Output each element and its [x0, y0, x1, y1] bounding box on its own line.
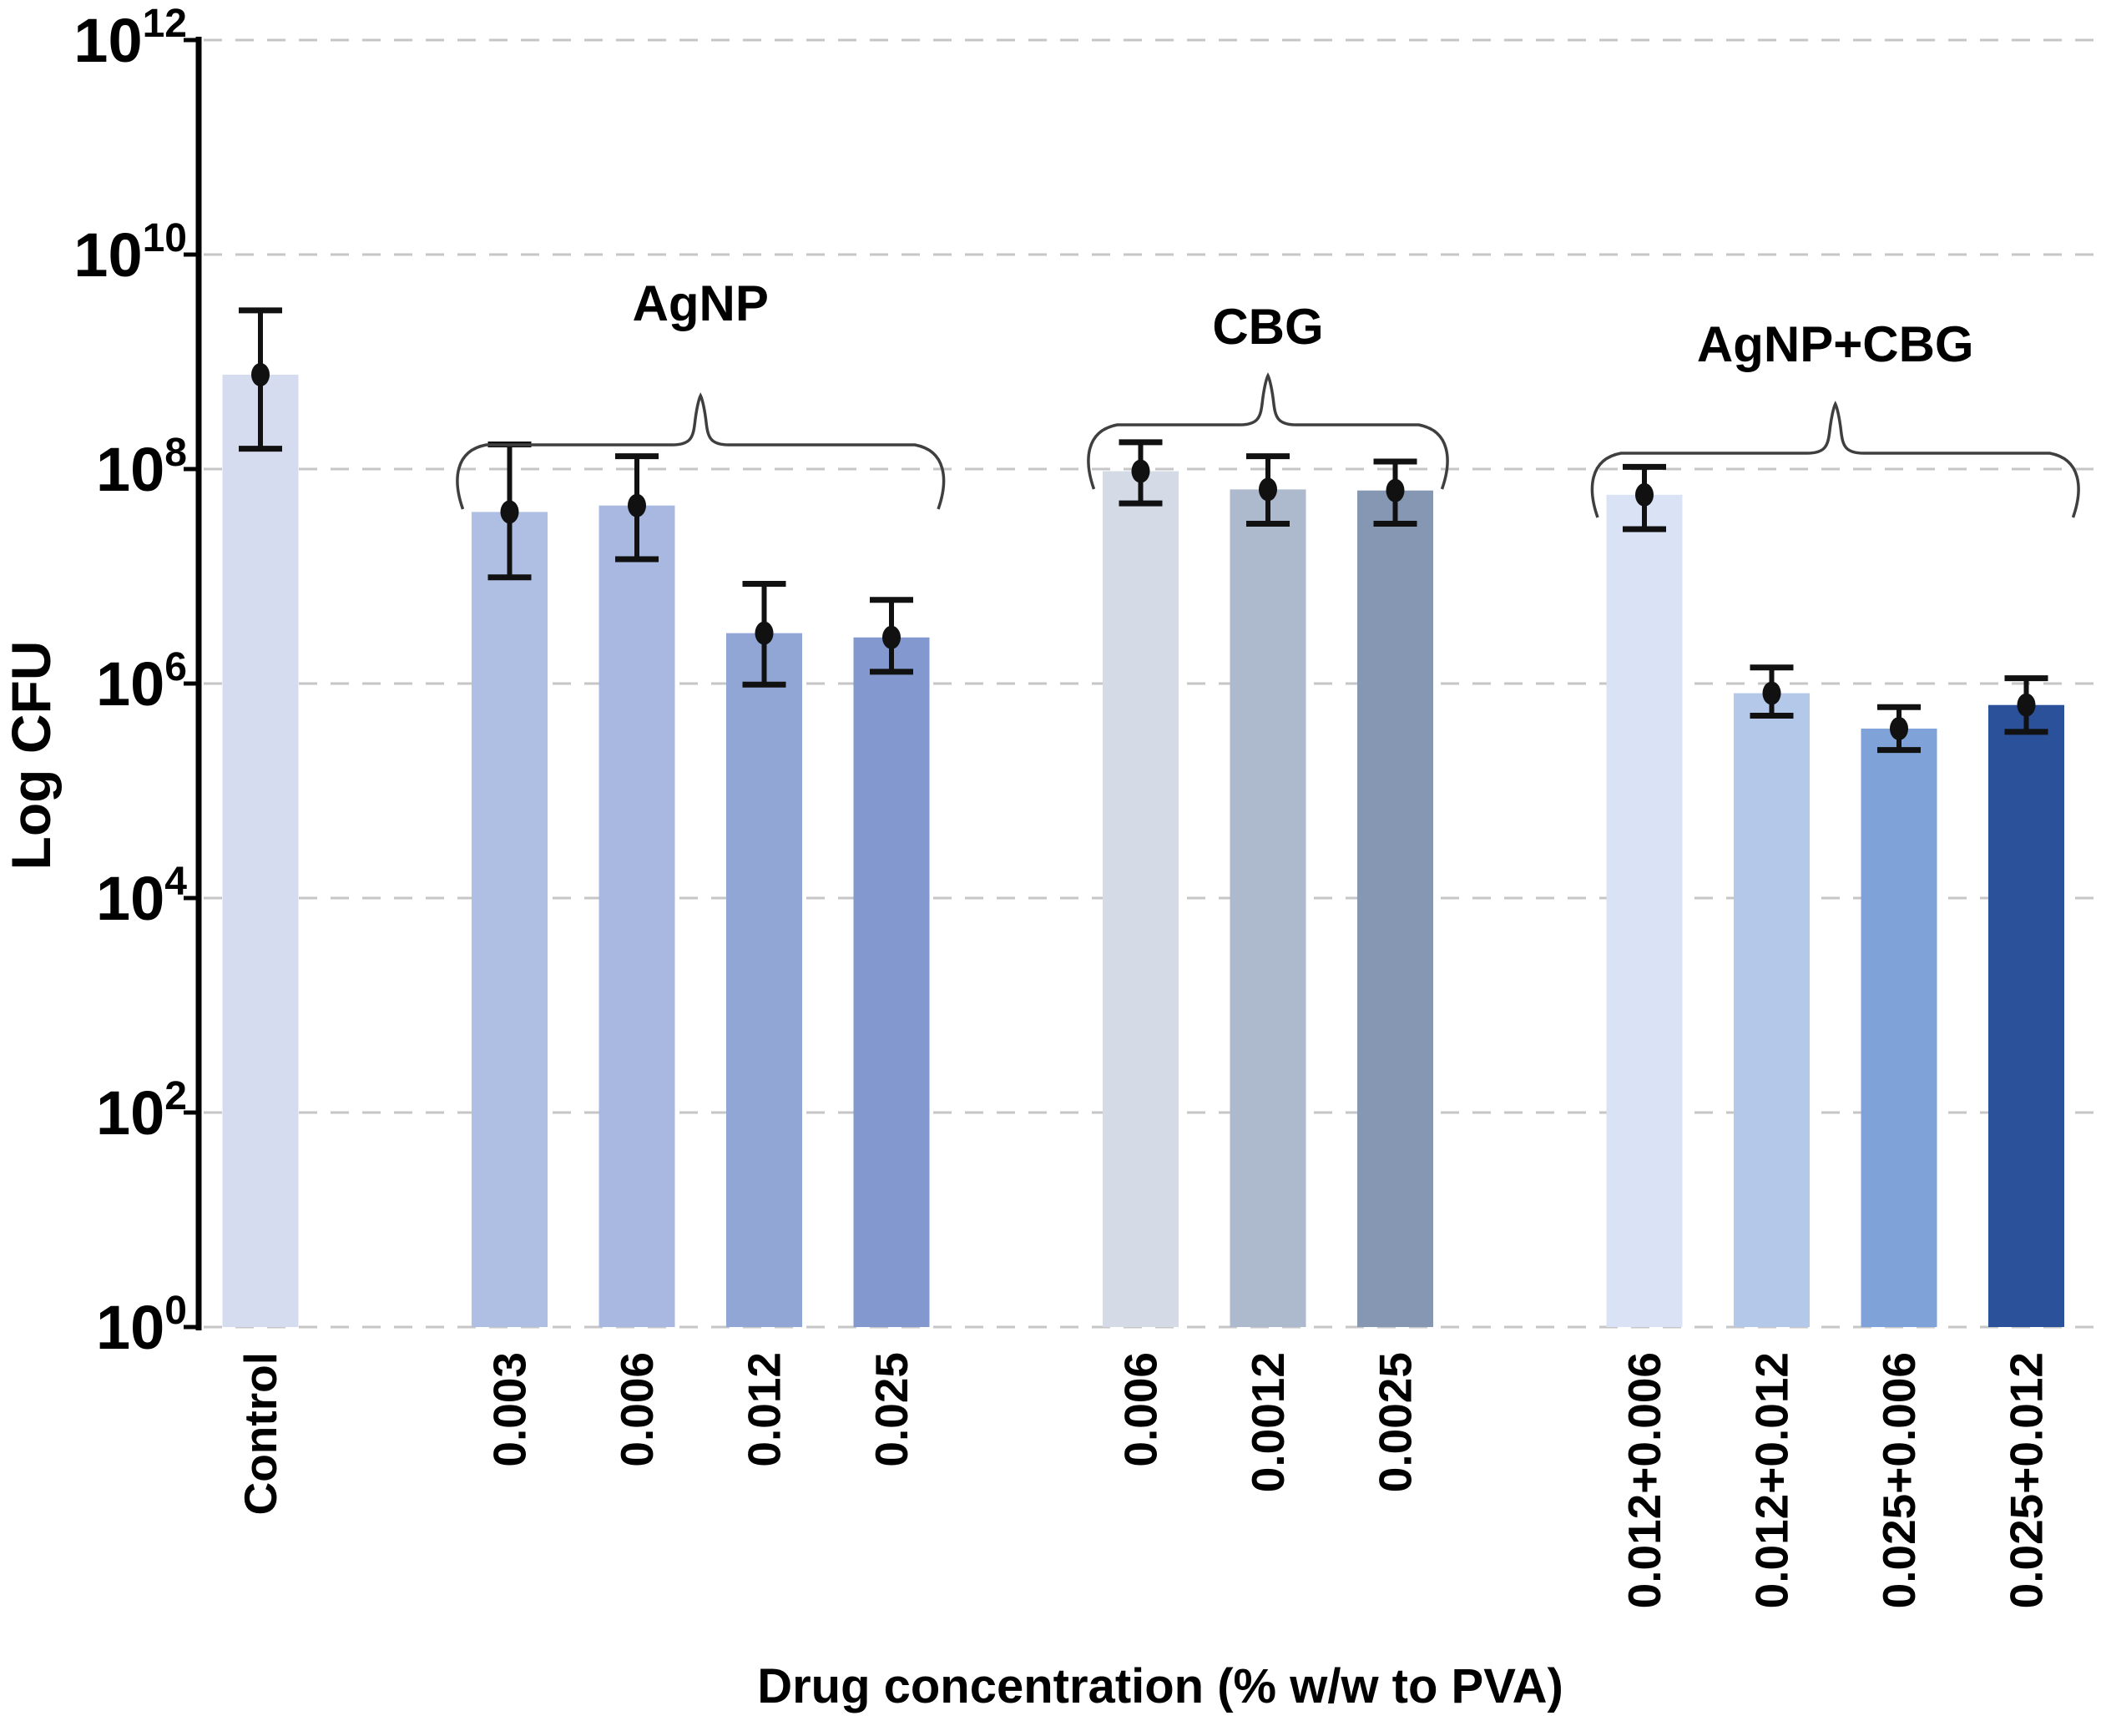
x-tick-label-0.0012: 0.0012	[1242, 1352, 1294, 1492]
y-tick-label-1e2: 102	[96, 1074, 187, 1148]
error-bars	[239, 307, 2048, 754]
x-tick-label-0.025+0.012: 0.025+0.012	[2001, 1352, 2053, 1608]
bar-0.003	[472, 512, 548, 1327]
x-tick-label-0.006: 0.006	[1115, 1352, 1167, 1467]
mean-marker-Control	[251, 362, 270, 386]
mean-marker-0.0025	[1386, 478, 1405, 502]
y-tick-labels: 100 102 104 106 108 1010 1012	[73, 2, 187, 1362]
group-label-AgNP: AgNP	[633, 275, 769, 331]
mean-marker-0.0012	[1259, 477, 1277, 502]
mean-marker-0.025	[882, 625, 901, 649]
mean-marker-0.025+0.012	[2017, 693, 2036, 717]
y-tick-label-1e12: 1012	[73, 2, 187, 75]
x-tick-label-Control: Control	[235, 1352, 286, 1516]
bar-0.012	[726, 633, 802, 1327]
group-label-AgNP+CBG: AgNP+CBG	[1697, 316, 1974, 372]
mean-marker-0.012+0.012	[1762, 681, 1781, 705]
bar-Control	[222, 374, 299, 1327]
y-axis-title: Log CFU	[0, 641, 62, 871]
x-tick-label-0.025: 0.025	[866, 1352, 917, 1467]
bar-0.012+0.006	[1606, 494, 1683, 1327]
brace-AgNP	[456, 392, 946, 510]
bars	[222, 374, 2064, 1327]
bar-0.0025	[1357, 490, 1433, 1327]
x-tick-label-0.012: 0.012	[739, 1352, 790, 1467]
mean-marker-0.012	[755, 621, 774, 645]
group-braces	[456, 372, 2080, 518]
x-tick-label-0.003: 0.003	[484, 1352, 536, 1467]
brace-CBG	[1087, 372, 1449, 490]
bar-0.0012	[1230, 489, 1306, 1327]
bar-0.012+0.012	[1734, 693, 1810, 1327]
y-tick-label-1e8: 108	[96, 431, 187, 504]
bar-0.025	[853, 637, 930, 1327]
x-tick-label-0.025+0.006: 0.025+0.006	[1873, 1352, 1925, 1608]
x-tick-label-0.006: 0.006	[611, 1352, 663, 1467]
bar-0.006	[598, 505, 675, 1327]
bar-0.025+0.012	[1988, 704, 2064, 1327]
group-label-CBG: CBG	[1212, 299, 1323, 355]
y-axis	[184, 37, 202, 1330]
group-labels: AgNP CBG AgNP+CBG	[633, 275, 1974, 372]
brace-AgNP+CBG	[1590, 401, 2080, 518]
bar-0.006	[1103, 471, 1179, 1327]
mean-marker-0.006	[628, 493, 646, 517]
mean-marker-0.012+0.006	[1635, 482, 1654, 507]
x-tick-label-0.0025: 0.0025	[1370, 1352, 1422, 1492]
x-axis-title: Drug concentration (% w/w to PVA)	[757, 1659, 1563, 1713]
mean-marker-0.025+0.006	[1890, 716, 1908, 740]
y-tick-label-1e10: 1010	[73, 216, 187, 290]
x-tick-label-0.012+0.006: 0.012+0.006	[1619, 1352, 1670, 1608]
bar-0.025+0.006	[1861, 728, 1937, 1327]
x-tick-label-0.012+0.012: 0.012+0.012	[1746, 1352, 1798, 1608]
mean-marker-0.006	[1131, 459, 1150, 483]
mean-marker-0.003	[500, 500, 519, 524]
y-tick-label-1e6: 106	[96, 645, 187, 719]
y-tick-label-1e4: 104	[96, 860, 187, 933]
x-tick-labels: Control 0.003 0.006 0.012 0.025 0.006 0.0012 0.…	[235, 1352, 2053, 1608]
y-tick-label-1e0: 100	[96, 1289, 187, 1362]
